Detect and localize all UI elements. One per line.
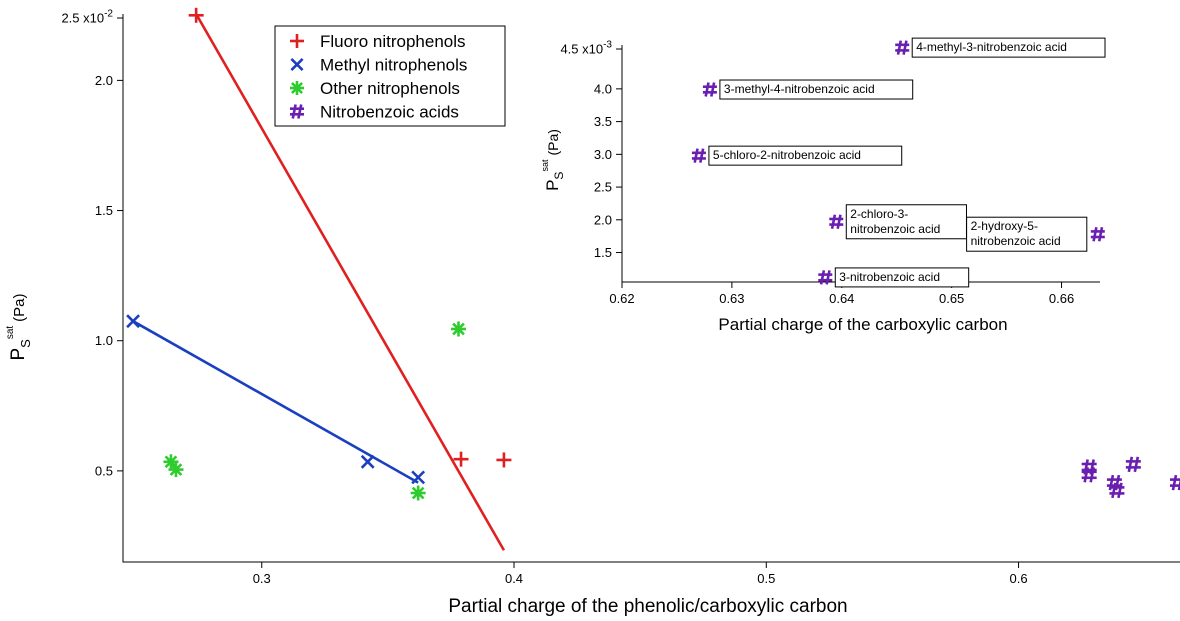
annotation-box (911, 37, 1106, 58)
annotation-label: 3-nitrobenzoic acid (839, 270, 940, 284)
annotation-label: 2-chloro-3- (850, 207, 908, 221)
main-x-tick-label: 0.5 (757, 571, 775, 586)
main-y-axis-title: PSsat(Pa) (5, 293, 33, 360)
legend-label-1: Methyl nitrophenols (320, 56, 467, 75)
annotation-box (966, 216, 1088, 252)
data-point-2-3 (410, 485, 426, 501)
inset-x-tick-label: 0.63 (719, 291, 744, 306)
inset-data-point-3 (829, 214, 844, 230)
data-point-3-1 (1081, 467, 1097, 483)
main-y-top-label: 2.5 x10-2 (61, 9, 113, 26)
inset-y-axis-title: PSsat(Pa) (540, 129, 566, 191)
legend-label-0: Fluoro nitrophenols (320, 32, 466, 51)
legend-box (274, 25, 506, 127)
annotation-box (834, 267, 970, 288)
main-y-tick-label: 0.5 (95, 463, 113, 478)
inset-x-tick-label: 0.62 (609, 291, 634, 306)
inset-x-axis-title: Partial charge of the carboxylic carbon (718, 315, 1007, 334)
data-point-0-1 (453, 451, 469, 467)
main-fit-lines (132, 13, 506, 551)
inset-y-tick-label: 3.0 (594, 147, 612, 162)
inset-y-tick-label: 3.5 (594, 114, 612, 129)
main-x-tick-label: 0.4 (505, 571, 523, 586)
legend-label-2: Other nitrophenols (320, 79, 460, 98)
inset-y-tick-label: 4.0 (594, 81, 612, 96)
inset-axes: 0.62 0.63 0.64 0.65 0.66 1.5 2.0 2.5 3.0 3.5 4.0 4.… (560, 40, 1100, 306)
annotation-3: 2-chloro-3-nitrobenzoic acid (845, 204, 967, 240)
annotation-box (845, 204, 967, 240)
inset-y-tick-label: 2.5 (594, 180, 612, 195)
inset-data-point-1 (702, 82, 717, 97)
inset-data-point-2 (691, 148, 706, 163)
legend-marker-0 (290, 34, 304, 48)
main-x-tick-label: 0.6 (1010, 571, 1028, 586)
main-y-tick-label: 1.0 (95, 333, 113, 348)
data-point-2-1 (168, 462, 184, 478)
annotation-box (719, 79, 914, 100)
annotation-2: 5-chloro-2-nitrobenzoic acid (708, 145, 903, 166)
legend-label-3: Nitrobenzoic acids (320, 103, 459, 122)
annotation-label: 5-chloro-2-nitrobenzoic acid (713, 148, 861, 162)
svg-text:PSsat(Pa): PSsat(Pa) (5, 293, 33, 360)
legend-marker-2 (290, 81, 304, 95)
annotation-label: 2-hydroxy-5- (971, 219, 1038, 233)
fit-line-1 (132, 320, 419, 484)
annotation-box (708, 145, 903, 166)
data-point-1-1 (360, 454, 375, 469)
main-chart: 0.3 0.4 0.5 0.6 0.5 1.0 1.5 2.0 2.5 x10-2 Partia… (5, 7, 1180, 617)
main-x-axis-title: Partial charge of the phenolic/carboxyli… (448, 596, 847, 617)
inset-y-top-label: 4.5 x10-3 (560, 40, 612, 57)
main-axes: 0.3 0.4 0.5 0.6 0.5 1.0 1.5 2.0 2.5 x10-2 (61, 9, 1180, 586)
data-point-0-2 (496, 452, 512, 468)
inset-data-point-5 (818, 270, 833, 285)
annotation-label: nitrobenzoic acid (850, 222, 940, 236)
inset-chart: 0.62 0.63 0.64 0.65 0.66 1.5 2.0 2.5 3.0 3.5 4.0 4.… (540, 37, 1106, 334)
inset-y-tick-label: 1.5 (594, 245, 612, 260)
annotation-5: 3-nitrobenzoic acid (834, 267, 970, 288)
inset-x-tick-label: 0.65 (939, 291, 964, 306)
legend: Fluoro nitrophenols Methyl nitrophenols Ot… (274, 25, 506, 127)
legend-marker-1 (290, 57, 304, 72)
annotation-4: 2-hydroxy-5-nitrobenzoic acid (966, 216, 1088, 252)
inset-x-tick-label: 0.64 (829, 291, 854, 306)
data-point-2-0 (163, 454, 179, 470)
data-point-1-0 (126, 314, 141, 329)
annotation-1: 3-methyl-4-nitrobenzoic acid (719, 79, 914, 100)
annotation-label: nitrobenzoic acid (971, 234, 1061, 248)
inset-data-points: 4-methyl-3-nitrobenzoic acid 3-methyl-4-n… (691, 37, 1106, 288)
data-point-3-5 (1169, 474, 1180, 491)
legend-marker-3 (290, 104, 304, 119)
main-data-points (126, 7, 1180, 501)
main-y-tick-label: 2.0 (95, 73, 113, 88)
data-point-3-3 (1109, 482, 1125, 499)
main-y-tick-label: 1.5 (95, 203, 113, 218)
inset-data-point-4 (1090, 226, 1105, 242)
inset-x-tick-label: 0.66 (1049, 291, 1074, 306)
inset-y-tick-label: 2.0 (594, 212, 612, 227)
inset-data-point-0 (895, 40, 910, 55)
svg-text:PSsat(Pa): PSsat(Pa) (540, 129, 566, 191)
data-point-3-4 (1125, 456, 1141, 473)
annotation-label: 3-methyl-4-nitrobenzoic acid (724, 82, 875, 96)
fit-line-0 (195, 13, 506, 551)
annotation-label: 4-methyl-3-nitrobenzoic acid (916, 40, 1067, 54)
data-point-1-2 (411, 470, 426, 485)
data-point-0-0 (188, 7, 204, 23)
main-x-tick-label: 0.3 (253, 571, 271, 586)
data-point-2-2 (451, 321, 467, 337)
annotation-0: 4-methyl-3-nitrobenzoic acid (911, 37, 1106, 58)
